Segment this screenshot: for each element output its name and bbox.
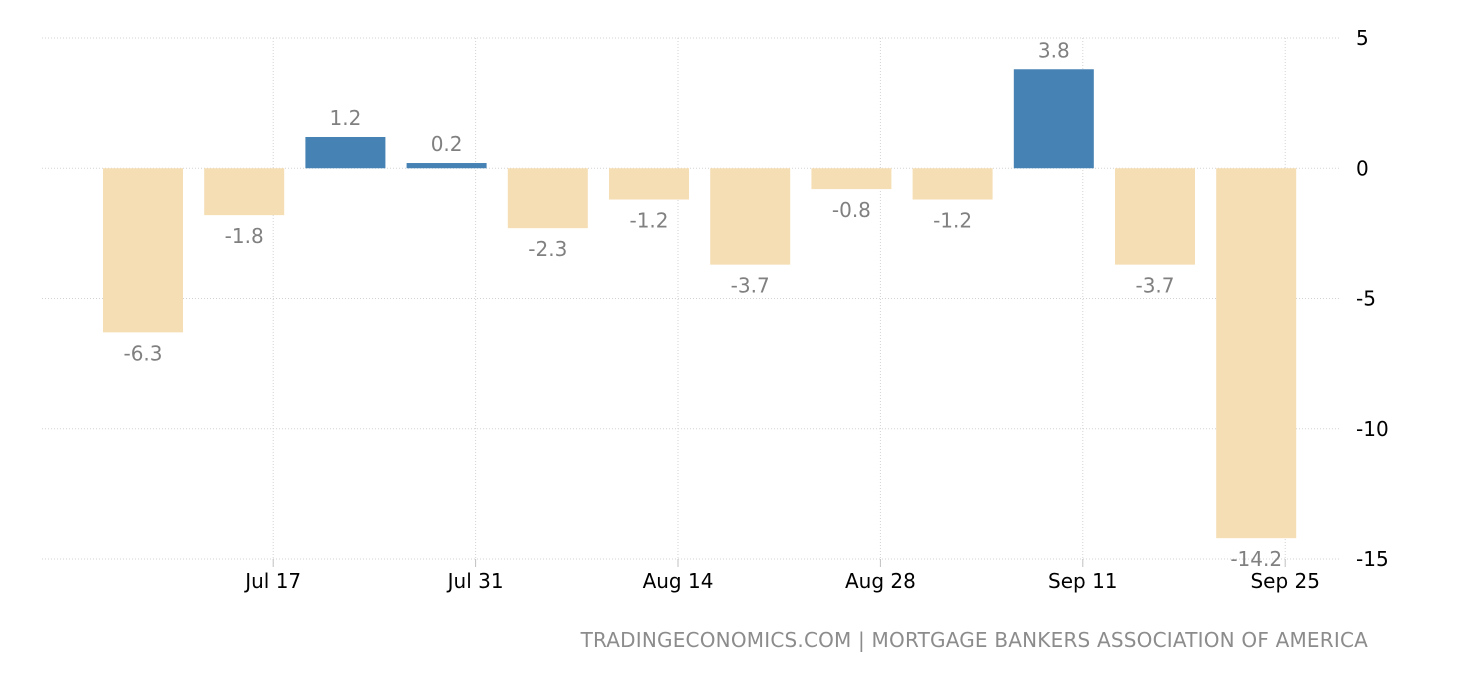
bar-aug-21: [710, 168, 791, 265]
x-tick-label: Sep 11: [1048, 569, 1118, 593]
x-tick-label: Aug 28: [845, 569, 916, 593]
bar-jul-24: [305, 136, 386, 169]
bar-aug-14: [609, 168, 689, 200]
bar-sep-11: [1013, 69, 1094, 169]
y-tick-label: -15: [1356, 547, 1389, 571]
data-label: -3.7: [1135, 274, 1174, 298]
data-labels: -6.3 -1.8 1.2 0.2 -2.3 -1.2 -3.7 -0.8 -1.2 3.8 -3.…: [123, 38, 1282, 571]
y-tick-label: -5: [1356, 287, 1376, 311]
x-tick-label: Jul 17: [243, 569, 301, 593]
bar-jul-17: [204, 168, 285, 216]
data-label: -14.2: [1230, 547, 1282, 571]
y-axis-ticks: 5 0 -5 -10 -15: [1356, 26, 1389, 571]
x-axis-ticks: Jul 17 Jul 31 Aug 14 Aug 28 Sep 11 Sep 25: [243, 559, 1320, 593]
bar-sep-25: [1216, 168, 1297, 539]
data-label: -2.3: [528, 237, 567, 261]
bar-jul-31: [406, 163, 487, 169]
data-label: -3.7: [731, 274, 770, 298]
bar-aug-7: [507, 168, 588, 229]
x-tick-label: Sep 25: [1250, 569, 1320, 593]
x-tick-label: Aug 14: [643, 569, 714, 593]
bar-jul-10: [103, 168, 183, 333]
grid-lines: [42, 37, 1340, 560]
data-label: -1.2: [629, 209, 668, 233]
bar-aug-28: [811, 168, 892, 190]
bar-sep-4: [912, 168, 993, 200]
data-label: 1.2: [329, 106, 361, 130]
y-tick-label: -10: [1356, 417, 1389, 441]
data-label: 3.8: [1038, 38, 1070, 62]
data-label: -1.2: [933, 209, 972, 233]
bar-sep-18: [1115, 168, 1195, 265]
y-tick-label: 5: [1356, 26, 1369, 50]
bars: [103, 69, 1297, 539]
y-tick-label: 0: [1356, 156, 1369, 180]
data-label: 0.2: [431, 132, 463, 156]
data-label: -6.3: [123, 341, 162, 365]
data-label: -0.8: [832, 198, 871, 222]
data-label: -1.8: [225, 224, 264, 248]
source-credit: TRADINGECONOMICS.COM | MORTGAGE BANKERS …: [580, 628, 1368, 652]
x-tick-label: Jul 31: [446, 569, 504, 593]
